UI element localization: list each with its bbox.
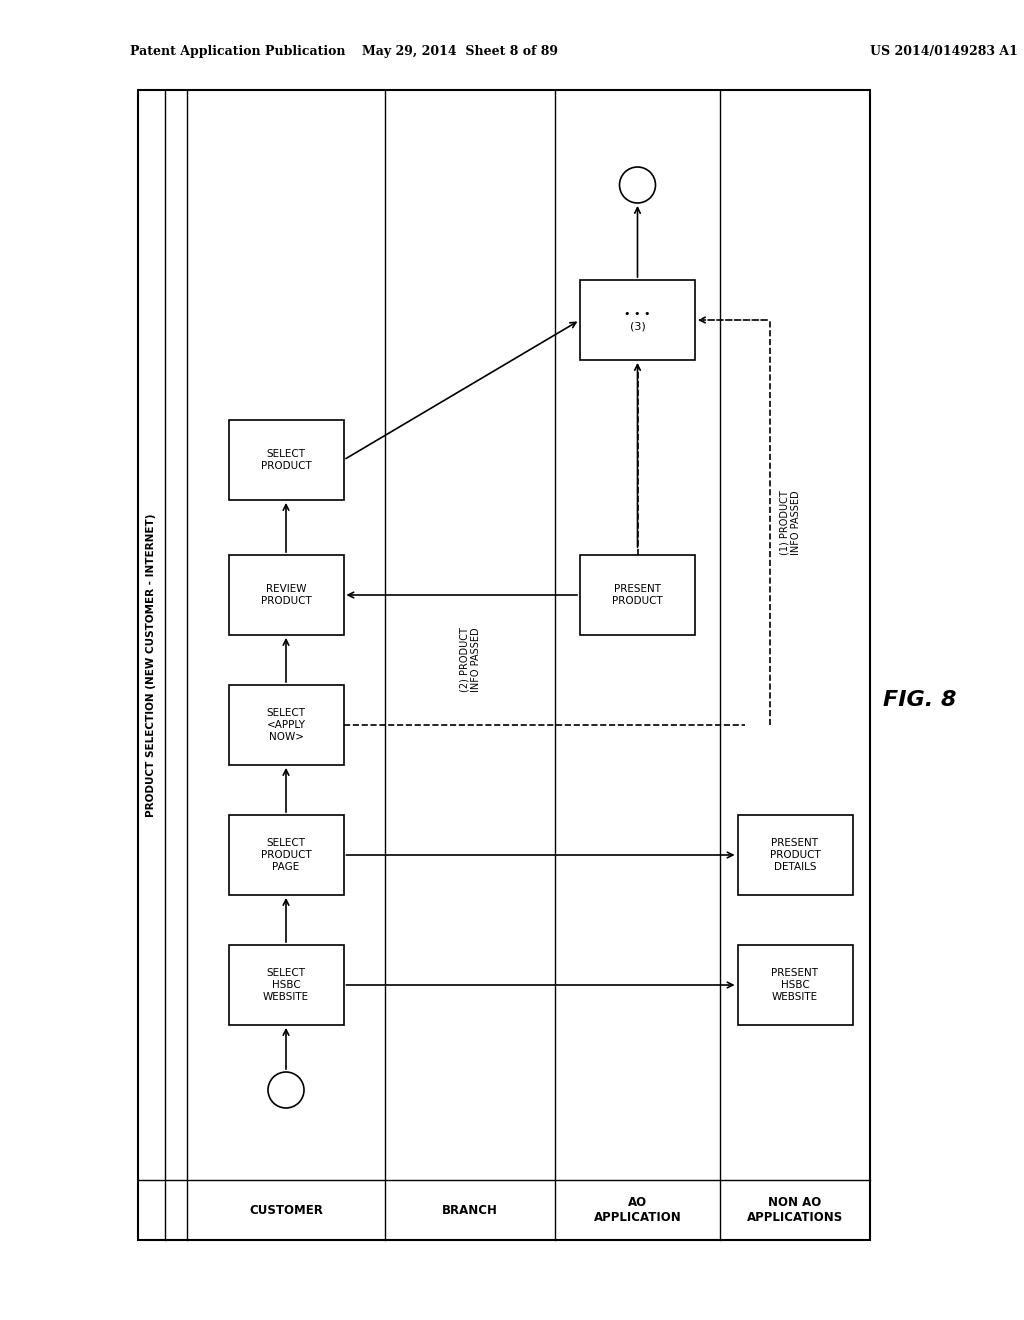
Bar xyxy=(580,554,695,635)
Text: SELECT
PRODUCT
PAGE: SELECT PRODUCT PAGE xyxy=(261,838,311,873)
Text: PRESENT
PRODUCT
DETAILS: PRESENT PRODUCT DETAILS xyxy=(770,838,820,873)
Text: (1) PRODUCT
INFO PASSED: (1) PRODUCT INFO PASSED xyxy=(779,490,801,554)
Text: PRODUCT SELECTION (NEW CUSTOMER - INTERNET): PRODUCT SELECTION (NEW CUSTOMER - INTERN… xyxy=(146,513,157,817)
Text: SELECT
PRODUCT: SELECT PRODUCT xyxy=(261,449,311,471)
Text: SELECT
<APPLY
NOW>: SELECT <APPLY NOW> xyxy=(266,708,305,742)
Text: BRANCH: BRANCH xyxy=(442,1204,498,1217)
Bar xyxy=(580,280,695,360)
Text: PRESENT
PRODUCT: PRESENT PRODUCT xyxy=(612,583,663,606)
Bar xyxy=(228,685,343,766)
Text: FIG. 8: FIG. 8 xyxy=(884,690,956,710)
Bar xyxy=(737,945,853,1026)
Text: Patent Application Publication: Patent Application Publication xyxy=(130,45,345,58)
Text: SELECT
HSBC
WEBSITE: SELECT HSBC WEBSITE xyxy=(263,968,309,1002)
Bar xyxy=(228,814,343,895)
Bar xyxy=(138,90,870,1239)
Bar xyxy=(228,945,343,1026)
Text: AO
APPLICATION: AO APPLICATION xyxy=(594,1196,681,1224)
Bar xyxy=(228,554,343,635)
Bar xyxy=(737,814,853,895)
Text: REVIEW
PRODUCT: REVIEW PRODUCT xyxy=(261,583,311,606)
Text: PRESENT
HSBC
WEBSITE: PRESENT HSBC WEBSITE xyxy=(771,968,818,1002)
Text: • • •
(3): • • • (3) xyxy=(625,309,650,331)
Text: CUSTOMER: CUSTOMER xyxy=(249,1204,323,1217)
Text: May 29, 2014  Sheet 8 of 89: May 29, 2014 Sheet 8 of 89 xyxy=(362,45,558,58)
Bar xyxy=(228,420,343,500)
Text: (2) PRODUCT
INFO PASSED: (2) PRODUCT INFO PASSED xyxy=(459,627,481,693)
Text: US 2014/0149283 A1: US 2014/0149283 A1 xyxy=(870,45,1018,58)
Text: NON AO
APPLICATIONS: NON AO APPLICATIONS xyxy=(746,1196,843,1224)
